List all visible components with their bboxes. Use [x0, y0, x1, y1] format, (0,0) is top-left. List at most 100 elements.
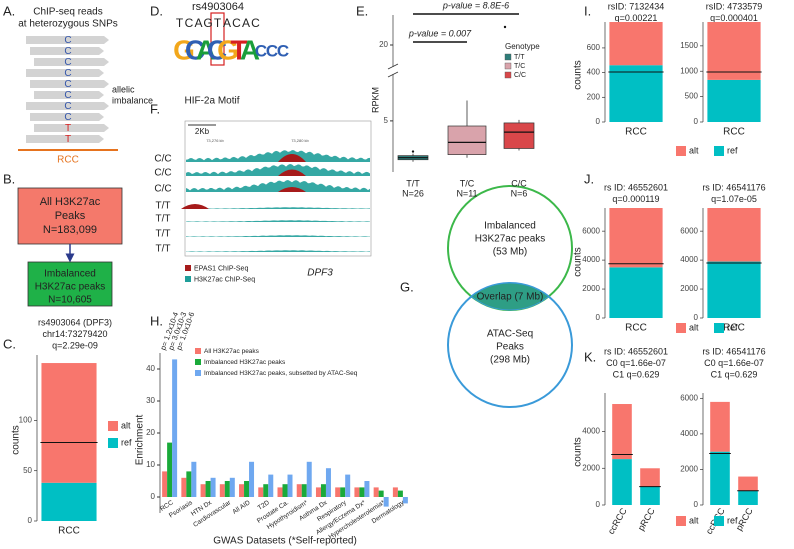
read-base: C [64, 35, 71, 46]
bar [239, 484, 245, 497]
label: allelic [112, 84, 135, 94]
bar [258, 487, 264, 497]
legend-swatch [504, 71, 512, 79]
bar [373, 487, 379, 497]
group-count: N=11 [456, 188, 477, 198]
legend-label: T/T [514, 54, 525, 61]
all-peaks-box [17, 187, 123, 245]
read [34, 58, 109, 66]
y-tick-label: 6000 [680, 393, 698, 402]
logo-letter: G [217, 34, 239, 65]
label: at heterozygous SNPs [18, 19, 118, 30]
legend-swatch [195, 348, 201, 354]
bar-segment [707, 261, 761, 318]
bar-segment [707, 208, 761, 262]
legend-swatch [108, 421, 118, 431]
bar-segment [41, 363, 97, 483]
bar [263, 484, 269, 497]
read-base: C [64, 68, 71, 79]
sequence-base: A [194, 16, 202, 30]
label: 73,280 kb [291, 138, 309, 143]
panel-label: K. [584, 349, 596, 364]
logo-letter: T [230, 34, 247, 65]
label: Overlap (7 Mb) [477, 292, 544, 303]
panel-label: J. [584, 171, 594, 186]
y-tick-label: 2000 [680, 284, 698, 293]
y-tick-label: 0 [694, 500, 699, 509]
x-tick-label: RCC [625, 323, 647, 334]
logo-letter: C [185, 34, 205, 65]
label: H3K27ac ChIP-Seq [194, 276, 255, 283]
label: C/C [154, 184, 171, 195]
logo-letter: A [196, 34, 216, 65]
epas1-signal [181, 204, 209, 209]
read [34, 124, 109, 132]
read [26, 69, 104, 77]
read-base: C [64, 90, 71, 101]
y-tick-label: 2000 [582, 463, 600, 472]
venn-overlap [470, 282, 550, 311]
bar-segment [640, 468, 660, 487]
bar [282, 484, 288, 497]
legend-swatch [676, 146, 686, 156]
y-tick-label: 2000 [680, 465, 698, 474]
label: rs4903064 [192, 1, 244, 13]
y-tick-label: 1500 [680, 41, 698, 50]
bar-segment [609, 65, 663, 122]
panel-label: C. [3, 336, 16, 351]
panel-label: H. [150, 313, 163, 328]
y-tick-label: 2000 [582, 284, 600, 293]
label: Peaks [496, 342, 524, 353]
label: HIF-2a Motif [184, 96, 239, 107]
logo-letter: C [277, 41, 289, 60]
y-tick-label: 50 [23, 466, 32, 475]
axis-break [387, 63, 399, 78]
y-tick-label: 4000 [680, 429, 698, 438]
h3k27ac-signal [186, 180, 370, 192]
snp-box [210, 12, 225, 66]
h3k27ac-signal [186, 250, 370, 252]
h3k27ac-signal [186, 220, 370, 222]
facet-title: C1 q=0.629 [613, 369, 660, 379]
read [26, 36, 109, 44]
bar [200, 484, 206, 497]
legend-label: Imbalanced H3K27ac peaks [204, 359, 286, 366]
legend-swatch [504, 62, 512, 70]
bar-segment [707, 79, 761, 122]
bar [345, 474, 351, 497]
panel-label: B. [3, 171, 15, 186]
panel-label: G. [400, 279, 414, 294]
bar-segment [609, 22, 663, 66]
logo-letter: C [266, 41, 278, 60]
label: 73,276 kb [206, 138, 224, 143]
bar [186, 471, 192, 497]
outlier [503, 25, 507, 29]
y-tick-label: 0 [151, 492, 156, 501]
legend-label: All H3K27ac peaks [204, 348, 260, 355]
bar [378, 490, 384, 497]
legend-label: alt [689, 322, 699, 332]
legend-label: C/C [514, 72, 526, 79]
bar-segment [710, 401, 730, 452]
facet-title: q=0.000401 [710, 13, 758, 23]
h3k27ac-signal [186, 235, 370, 237]
read-base: C [64, 79, 71, 90]
label: C/C [154, 154, 171, 165]
legend-swatch [195, 359, 201, 365]
track-frame [184, 120, 372, 257]
bar [296, 484, 302, 497]
y-tick-label: 0 [596, 117, 601, 126]
y-tick-label: 10 [146, 460, 155, 469]
bar [301, 484, 307, 497]
legend-label: ref [727, 145, 738, 155]
read [26, 135, 104, 143]
bar-segment [41, 482, 97, 521]
bar [306, 461, 312, 497]
panel-label: A. [3, 3, 15, 18]
facet-title: q=1.07e-05 [711, 194, 757, 204]
y-tick-label: 4000 [582, 255, 600, 264]
bar-segment [710, 451, 730, 505]
bar [320, 484, 326, 497]
read-base: C [64, 112, 71, 123]
